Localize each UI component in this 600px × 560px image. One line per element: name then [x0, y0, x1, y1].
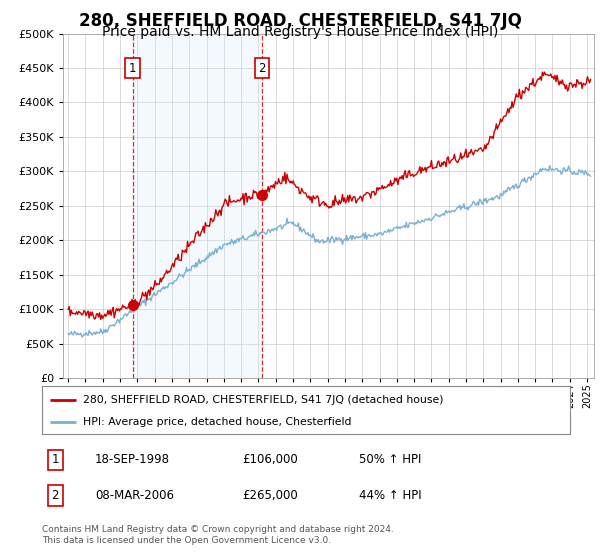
Text: 2: 2 [258, 62, 265, 74]
Text: Contains HM Land Registry data © Crown copyright and database right 2024.
This d: Contains HM Land Registry data © Crown c… [42, 525, 394, 545]
Text: Price paid vs. HM Land Registry's House Price Index (HPI): Price paid vs. HM Land Registry's House … [102, 25, 498, 39]
Text: 18-SEP-1998: 18-SEP-1998 [95, 453, 170, 466]
Text: 44% ↑ HPI: 44% ↑ HPI [359, 489, 421, 502]
Bar [133, 34, 262, 378]
Text: £265,000: £265,000 [242, 489, 298, 502]
Text: 2: 2 [52, 489, 59, 502]
Text: 1: 1 [52, 453, 59, 466]
Text: 280, SHEFFIELD ROAD, CHESTERFIELD, S41 7JQ (detached house): 280, SHEFFIELD ROAD, CHESTERFIELD, S41 7… [83, 395, 443, 405]
Text: 1: 1 [129, 62, 136, 74]
Text: HPI: Average price, detached house, Chesterfield: HPI: Average price, detached house, Ches… [83, 417, 352, 427]
Text: 08-MAR-2006: 08-MAR-2006 [95, 489, 174, 502]
Text: 280, SHEFFIELD ROAD, CHESTERFIELD, S41 7JQ: 280, SHEFFIELD ROAD, CHESTERFIELD, S41 7… [79, 12, 521, 30]
Text: £106,000: £106,000 [242, 453, 298, 466]
Text: 50% ↑ HPI: 50% ↑ HPI [359, 453, 421, 466]
